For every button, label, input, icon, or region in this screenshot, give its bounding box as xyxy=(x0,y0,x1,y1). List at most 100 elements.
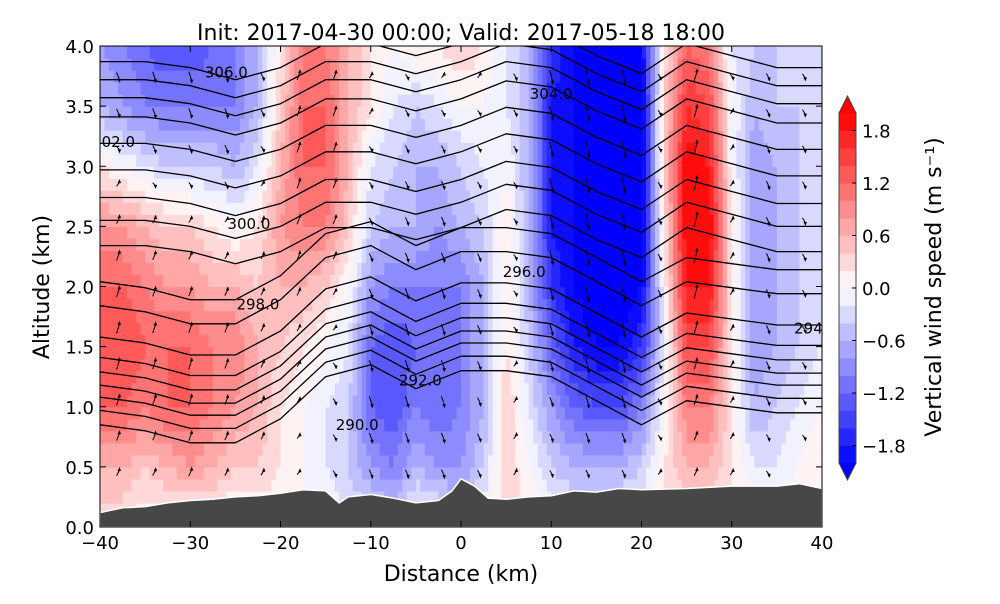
field-cell xyxy=(330,346,336,360)
field-cell xyxy=(528,310,534,324)
field-cell xyxy=(294,394,300,408)
field-cell xyxy=(388,190,394,203)
field-cell xyxy=(226,286,232,300)
field-cell xyxy=(262,142,268,155)
field-cell xyxy=(248,58,255,71)
field-cell xyxy=(100,322,106,336)
field-cell xyxy=(339,142,345,155)
field-cell xyxy=(618,382,625,396)
field-cell xyxy=(433,154,440,167)
field-cell xyxy=(650,202,656,215)
field-cell xyxy=(122,154,128,167)
field-cell xyxy=(406,154,412,167)
field-cell xyxy=(515,466,521,480)
field-cell xyxy=(176,58,182,71)
field-cell xyxy=(442,214,449,227)
field-cell xyxy=(339,46,345,59)
field-cell xyxy=(519,430,525,444)
field-cell xyxy=(370,478,376,492)
field-cell xyxy=(285,70,291,83)
field-cell xyxy=(560,310,566,324)
field-cell xyxy=(415,370,421,384)
field-cell xyxy=(194,358,200,372)
field-cell xyxy=(402,202,408,215)
field-cell xyxy=(569,250,575,264)
field-cell xyxy=(510,322,516,336)
field-cell xyxy=(461,370,467,384)
field-cell xyxy=(113,478,119,492)
field-cell xyxy=(451,106,458,119)
field-cell xyxy=(506,214,512,227)
field-cell xyxy=(118,154,124,167)
field-cell xyxy=(510,250,516,264)
field-cell xyxy=(212,310,218,324)
field-cell xyxy=(271,382,277,396)
field-cell xyxy=(578,46,584,59)
field-cell xyxy=(564,442,570,456)
field-cell xyxy=(406,106,412,119)
field-cell xyxy=(442,250,449,264)
field-cell xyxy=(627,94,634,107)
field-cell xyxy=(573,418,579,432)
field-cell xyxy=(307,418,313,432)
field-cell xyxy=(627,130,634,143)
field-cell xyxy=(524,178,530,191)
field-cell xyxy=(266,226,273,239)
field-cell xyxy=(303,466,309,480)
field-cell xyxy=(199,310,205,324)
field-cell xyxy=(388,334,394,348)
field-cell xyxy=(524,322,530,336)
field-cell xyxy=(239,130,245,143)
field-cell xyxy=(248,418,255,432)
field-cell xyxy=(212,370,218,384)
field-cell xyxy=(149,46,155,59)
field-cell xyxy=(325,154,331,167)
field-cell xyxy=(474,238,480,252)
field-cell xyxy=(569,370,575,384)
field-cell xyxy=(442,430,449,444)
field-cell xyxy=(280,430,286,444)
field-cell xyxy=(257,106,264,119)
field-cell xyxy=(343,442,349,456)
field-cell xyxy=(298,382,304,396)
field-cell xyxy=(118,382,124,396)
field-cell xyxy=(262,214,268,227)
field-cell xyxy=(271,130,277,143)
field-cell xyxy=(600,190,606,203)
field-cell xyxy=(483,70,489,83)
field-cell xyxy=(321,214,327,227)
field-cell xyxy=(271,190,277,203)
field-cell xyxy=(303,334,309,348)
field-cell xyxy=(424,466,431,480)
field-cell xyxy=(361,58,367,71)
field-cell xyxy=(524,82,530,95)
field-cell xyxy=(140,118,146,131)
field-cell xyxy=(537,274,543,288)
field-cell xyxy=(370,130,376,143)
field-cell xyxy=(497,286,503,300)
field-cell xyxy=(307,226,313,239)
field-cell xyxy=(199,442,205,456)
field-cell xyxy=(289,346,295,360)
field-cell xyxy=(312,262,318,276)
field-cell xyxy=(158,274,164,288)
field-cell xyxy=(474,82,480,95)
field-cell xyxy=(591,382,597,396)
field-cell xyxy=(533,106,539,119)
field-cell xyxy=(208,394,214,408)
field-cell xyxy=(411,430,417,444)
field-cell xyxy=(515,430,521,444)
field-cell xyxy=(339,118,345,131)
field-cell xyxy=(176,262,182,276)
field-cell xyxy=(470,430,476,444)
field-cell xyxy=(244,262,250,276)
field-cell xyxy=(149,286,155,300)
field-cell xyxy=(348,274,354,288)
field-cell xyxy=(239,190,245,203)
field-cell xyxy=(248,118,255,131)
field-cell xyxy=(488,238,494,252)
field-cell xyxy=(420,346,426,360)
field-cell xyxy=(420,130,426,143)
field-cell xyxy=(190,298,196,312)
field-cell xyxy=(203,94,209,107)
